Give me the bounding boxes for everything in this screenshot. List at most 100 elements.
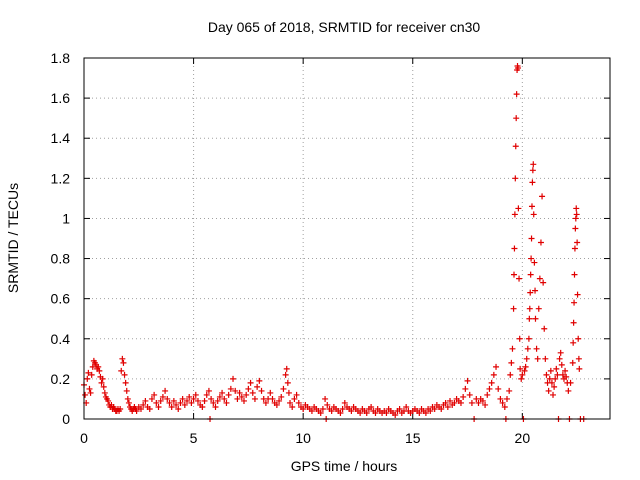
data-point: [87, 389, 94, 396]
data-point: [319, 405, 326, 412]
data-point: [528, 203, 535, 210]
data-point: [542, 355, 549, 362]
data-point: [545, 387, 552, 394]
data-point: [179, 395, 186, 402]
data-point: [513, 115, 520, 122]
data-point: [383, 409, 390, 416]
data-point: [328, 407, 335, 414]
data-point: [506, 387, 513, 394]
data-point: [348, 407, 355, 414]
data-point: [278, 393, 285, 400]
data-point: [530, 211, 537, 218]
data-point: [511, 271, 518, 278]
data-point: [96, 367, 103, 374]
data-point: [295, 399, 302, 406]
data-point: [573, 211, 580, 218]
data-point: [276, 397, 283, 404]
y-tick-label: 0: [62, 411, 70, 427]
data-point: [273, 401, 280, 408]
data-point: [99, 375, 106, 382]
data-point: [416, 409, 423, 416]
data-point: [562, 367, 569, 374]
data-point: [571, 271, 578, 278]
data-point: [121, 371, 128, 378]
data-point: [493, 363, 500, 370]
data-point: [475, 399, 482, 406]
data-point: [497, 395, 504, 402]
data-point: [557, 349, 564, 356]
data-point: [162, 387, 169, 394]
data-point: [368, 403, 375, 410]
data-point: [551, 383, 558, 390]
y-tick-label: 0.2: [51, 371, 71, 387]
data-point: [515, 205, 522, 212]
data-point: [170, 397, 177, 404]
data-point: [451, 399, 458, 406]
data-point: [573, 205, 580, 212]
data-point: [431, 405, 438, 412]
data-point: [482, 401, 489, 408]
data-point: [322, 395, 329, 402]
data-point: [291, 395, 298, 402]
data-point: [181, 401, 188, 408]
data-point: [82, 391, 89, 398]
data-point: [512, 175, 519, 182]
data-point: [117, 405, 124, 412]
data-point: [223, 399, 230, 406]
data-point: [122, 379, 129, 386]
data-point: [153, 399, 160, 406]
data-point: [267, 389, 274, 396]
data-point: [203, 391, 210, 398]
data-point: [521, 367, 528, 374]
data-point: [216, 393, 223, 400]
data-point: [574, 291, 581, 298]
x-tick-label: 10: [295, 430, 311, 446]
data-point: [341, 399, 348, 406]
data-point: [540, 279, 547, 286]
data-point: [503, 395, 510, 402]
data-point: [214, 397, 221, 404]
data-point: [403, 403, 410, 410]
data-point: [324, 401, 331, 408]
data-point: [567, 379, 574, 386]
data-point: [280, 385, 287, 392]
data-point: [529, 179, 536, 186]
data-point: [123, 387, 130, 394]
plot-frame: [83, 57, 611, 420]
data-point: [533, 345, 540, 352]
data-point: [219, 389, 226, 396]
y-tick-label: 0.6: [51, 291, 71, 307]
data-points: [81, 63, 587, 422]
data-point: [363, 409, 370, 416]
data-point: [422, 409, 429, 416]
data-point: [499, 399, 506, 406]
data-point: [523, 355, 530, 362]
data-point: [518, 375, 525, 382]
data-point: [254, 383, 261, 390]
data-point: [460, 393, 467, 400]
data-point: [308, 407, 315, 414]
data-point: [232, 387, 239, 394]
data-point: [554, 371, 561, 378]
data-point: [230, 375, 237, 382]
data-point: [101, 389, 108, 396]
data-point: [140, 401, 147, 408]
data-point: [119, 355, 126, 362]
data-point: [563, 373, 570, 380]
data-point: [531, 259, 538, 266]
data-point: [100, 383, 107, 390]
data-point: [516, 335, 523, 342]
data-point: [337, 409, 344, 416]
data-point: [541, 325, 548, 332]
x-axis-label: GPS time / hours: [291, 458, 398, 474]
data-point: [148, 395, 155, 402]
data-point: [289, 403, 296, 410]
data-point: [522, 363, 529, 370]
data-point: [175, 405, 182, 412]
data-point: [194, 397, 201, 404]
data-point: [251, 395, 258, 402]
data-point: [535, 305, 542, 312]
data-point: [539, 193, 546, 200]
data-point: [283, 365, 290, 372]
data-point: [236, 389, 243, 396]
